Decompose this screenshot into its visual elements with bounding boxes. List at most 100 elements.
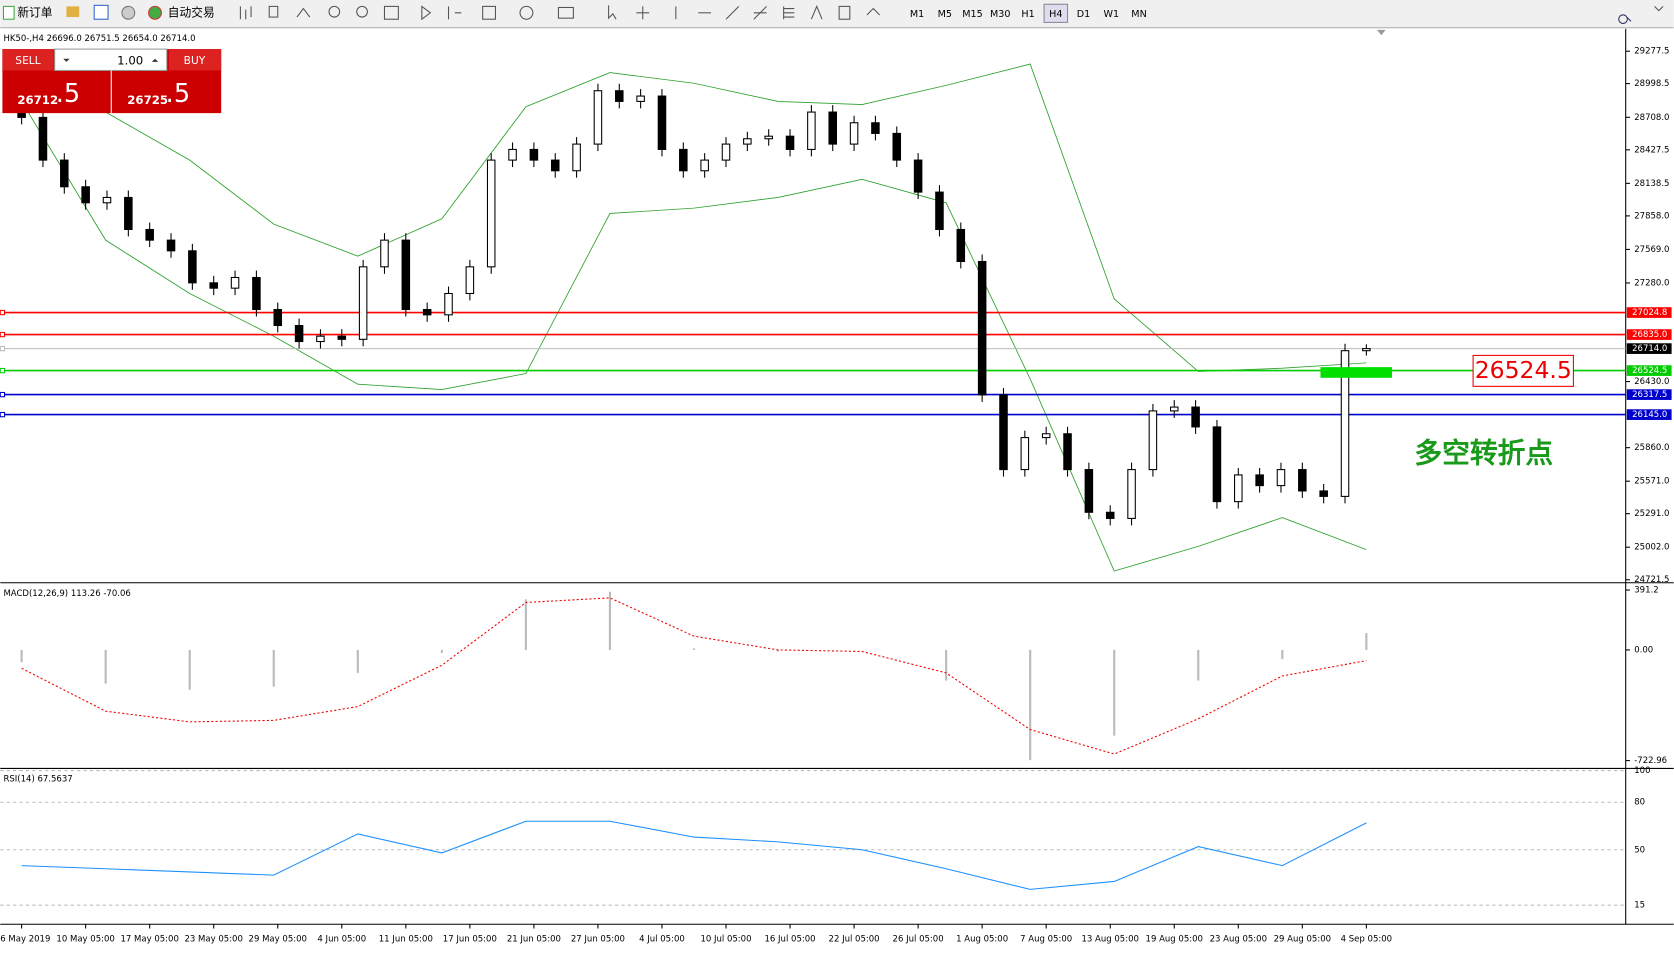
candle-body	[892, 132, 902, 161]
timeframe[interactable]: M5	[938, 9, 952, 20]
cursor[interactable]	[608, 5, 617, 20]
candle-body	[721, 143, 731, 161]
candle-body	[508, 148, 517, 161]
x-tick-label: 13 Aug 05:00	[1082, 935, 1139, 945]
icon[interactable]	[66, 6, 80, 18]
candle-body	[615, 90, 624, 102]
x-tick-label: 1 Aug 05:00	[956, 935, 1008, 945]
icon[interactable]	[296, 7, 311, 18]
fibo[interactable]	[783, 6, 795, 20]
candle-body	[807, 111, 816, 150]
buy-button[interactable]	[168, 49, 222, 71]
candle-body	[956, 228, 966, 263]
auto-trading-icon[interactable]	[148, 5, 162, 20]
icon[interactable]	[268, 5, 279, 18]
icon[interactable]	[421, 5, 432, 21]
timeframe[interactable]: MN	[1131, 9, 1146, 20]
timeframe[interactable]: D1	[1077, 9, 1091, 20]
candle-body	[1127, 469, 1136, 519]
candle-body	[636, 95, 645, 102]
sell-label[interactable]: SELL	[15, 54, 40, 67]
icon[interactable]	[383, 5, 399, 20]
trendline[interactable]	[725, 6, 740, 20]
sell-button[interactable]	[2, 49, 54, 71]
candle-body	[550, 159, 560, 172]
level-marker	[0, 345, 6, 352]
candle-body	[593, 90, 603, 145]
bollinger-lower	[21, 101, 1367, 572]
x-tick-label: 19 Aug 05:00	[1146, 935, 1203, 945]
x-tick-label: 21 Jun 05:00	[507, 935, 561, 945]
y-tick-label: 28708.0	[1634, 113, 1669, 123]
search[interactable]	[1618, 14, 1632, 24]
candle-body	[1020, 437, 1030, 471]
lots-input[interactable]	[54, 48, 168, 71]
y-tick-label: 25291.0	[1634, 509, 1669, 519]
y-tick-label: 0.00	[1634, 645, 1653, 655]
lots[interactable]: 1.00	[117, 53, 143, 67]
icon[interactable]	[447, 6, 462, 20]
y-tick-label: 27280.0	[1634, 278, 1669, 288]
icon[interactable]	[121, 5, 136, 20]
zoom-in[interactable]	[328, 5, 341, 18]
timeframe[interactable]: M1	[910, 9, 924, 20]
menu[interactable]	[1654, 6, 1664, 12]
candle-body	[1105, 511, 1115, 519]
level-label-bg	[1626, 307, 1672, 318]
candle-body	[529, 148, 539, 161]
buy-price-frac[interactable]: .5	[166, 79, 190, 109]
timeframe[interactable]: M30	[990, 9, 1011, 20]
icon[interactable]	[557, 6, 574, 19]
x-tick-label: 4 Jul 05:00	[639, 935, 685, 945]
level-label: 26317.5	[1632, 390, 1667, 400]
candle-body	[1340, 350, 1350, 497]
icon[interactable]	[519, 5, 534, 20]
buy-price[interactable]: 26725	[127, 93, 168, 107]
crosshair[interactable]	[636, 6, 650, 20]
y-tick-label: 391.2	[1634, 586, 1658, 596]
candle-body	[849, 122, 859, 145]
timeframe[interactable]: M15	[962, 9, 983, 20]
y-tick-label: 28427.5	[1634, 145, 1669, 155]
icon[interactable]	[93, 4, 109, 20]
sell-price-frac[interactable]: .5	[56, 79, 80, 109]
x-tick-label: 6 May 2019	[0, 935, 50, 945]
trade-panel: SELL 1.00 BUY 26712 .5 26725 .5	[2, 48, 222, 114]
level-label-bg	[1626, 329, 1672, 340]
x-tick-label: 4 Sep 05:00	[1341, 935, 1392, 945]
x-tick-label: 27 Jun 05:00	[571, 935, 625, 945]
annotation-box	[1472, 354, 1574, 387]
icon[interactable]	[753, 6, 767, 20]
timeframe[interactable]: H4	[1049, 9, 1062, 20]
auto-trading[interactable]: 自动交易	[168, 5, 215, 19]
label-tool[interactable]	[838, 5, 851, 20]
sell-price[interactable]: 26712	[17, 93, 58, 107]
dropdown[interactable]	[63, 58, 70, 62]
timeframe[interactable]: W1	[1103, 9, 1119, 20]
text-tool[interactable]	[810, 5, 823, 20]
candle-body	[1362, 348, 1371, 352]
zoom-out[interactable]	[356, 5, 368, 18]
bollinger-upper	[21, 63, 1367, 372]
x-tick-label: 17 May 05:00	[120, 935, 178, 945]
stepper[interactable]	[151, 58, 159, 62]
candle-body	[679, 148, 688, 172]
symbol-info: HK50-,H4 26696.0 26751.5 26654.0 26714.0	[3, 34, 195, 44]
candle-body	[273, 308, 283, 327]
candle-body	[316, 335, 325, 343]
level-label: 27024.8	[1632, 308, 1667, 318]
x-tick-label: 23 May 05:00	[185, 935, 243, 945]
arrow-tool[interactable]	[866, 7, 881, 16]
x-tick-label: 11 Jun 05:00	[379, 935, 433, 945]
level-label-bg	[1626, 343, 1672, 354]
timeframe[interactable]: H1	[1021, 9, 1034, 20]
new-order[interactable]: 新订单	[17, 5, 52, 19]
level-marker	[0, 331, 6, 338]
buy-label[interactable]: BUY	[184, 54, 206, 67]
candle-body	[209, 282, 218, 289]
new-order-icon[interactable]	[2, 5, 15, 20]
icon[interactable]	[239, 6, 252, 20]
icon[interactable]	[482, 5, 497, 20]
candle-body	[422, 308, 432, 316]
